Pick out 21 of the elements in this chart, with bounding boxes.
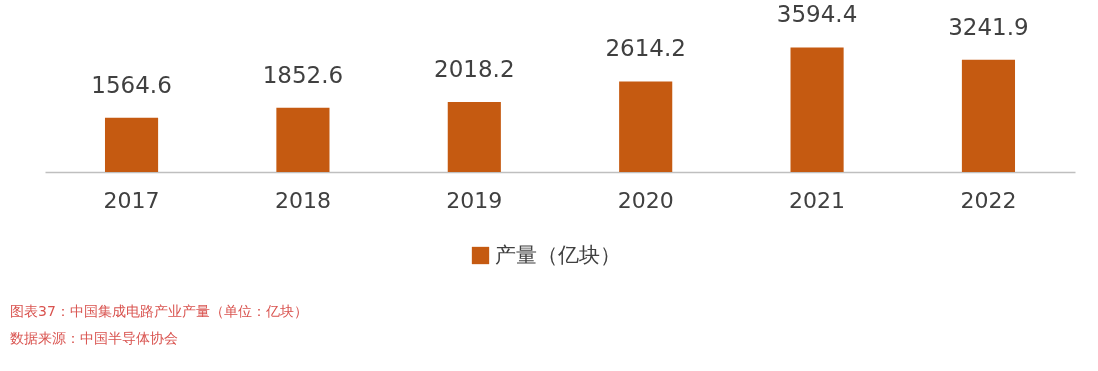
data-label: 3241.9 [948, 13, 1029, 40]
x-tick-label: 2018 [274, 187, 331, 213]
bar [790, 47, 844, 172]
text: 图表37：中国集成电路产业产量（单位：亿块） [10, 302, 309, 321]
data-label: 1852.6 [262, 61, 344, 88]
data-label: 2614.2 [605, 35, 686, 62]
x-tick-label: 2022 [960, 187, 1017, 213]
x-tick-label: 2019 [446, 187, 503, 213]
bar [619, 81, 673, 172]
bar [447, 102, 501, 172]
bar [104, 117, 159, 172]
bar [961, 59, 1016, 172]
data-label: 3594.4 [776, 1, 858, 28]
bar [276, 107, 330, 172]
data-label: 1564.6 [91, 71, 172, 98]
data-label: 2018.2 [434, 56, 515, 83]
x-tick-label: 2017 [103, 187, 160, 213]
legend-label: 产量（亿块） [495, 242, 621, 267]
x-tick-label: 2021 [789, 187, 846, 213]
source-note: 数据来源：中国半导体协会 [10, 329, 179, 348]
x-tick-label: 2020 [617, 187, 674, 213]
